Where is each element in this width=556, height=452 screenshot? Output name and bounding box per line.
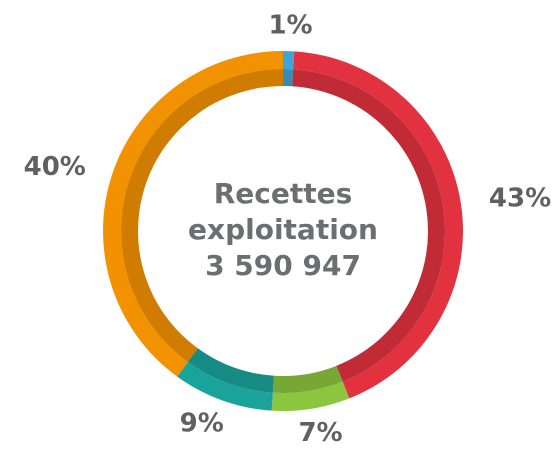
donut-segment-shade xyxy=(272,365,343,393)
donut-segment xyxy=(271,381,350,412)
donut-segment-shade xyxy=(187,348,274,393)
donut-segment xyxy=(177,362,273,411)
value-label: 9% xyxy=(180,408,224,438)
donut-segment-shade xyxy=(283,69,294,87)
center-text: exploitation xyxy=(188,213,378,246)
donut-segment-shade xyxy=(292,69,445,382)
donut-segment xyxy=(293,51,464,399)
donut-segment xyxy=(103,50,284,377)
donut-segment-shade xyxy=(121,69,283,363)
donut-segment xyxy=(283,51,295,70)
center-text: 3 590 947 xyxy=(205,249,361,282)
value-label: 7% xyxy=(298,418,342,448)
value-label: 1% xyxy=(268,11,312,41)
value-label: 43% xyxy=(489,183,551,213)
center-text: Recettes xyxy=(214,177,353,210)
value-label: 40% xyxy=(24,152,86,182)
